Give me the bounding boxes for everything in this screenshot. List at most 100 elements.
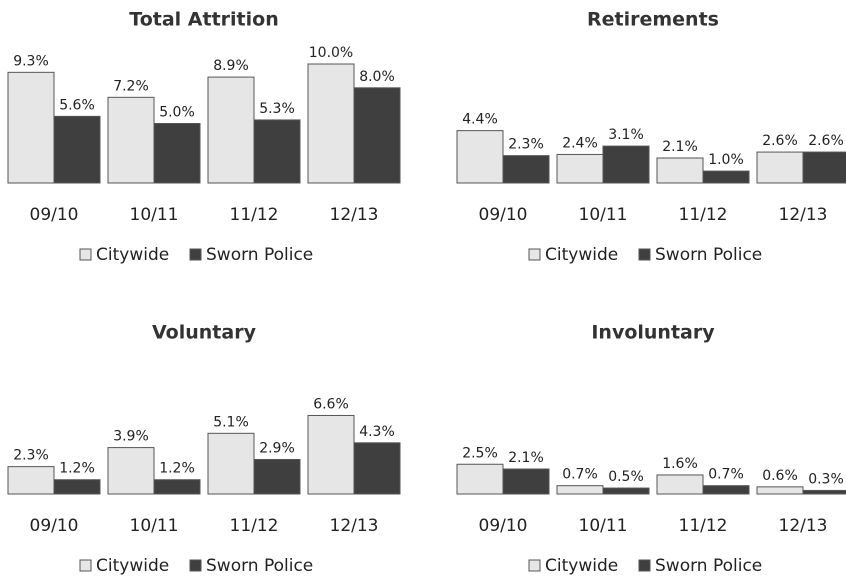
legend-swatch	[79, 248, 92, 261]
value-label: 2.4%	[562, 135, 598, 151]
bar	[253, 458, 301, 495]
x-tick-label: 10/11	[130, 205, 179, 225]
legend-label: Sworn Police	[655, 245, 762, 265]
chart-title: Involuntary	[591, 322, 715, 344]
bar	[153, 479, 201, 495]
legend-label: Sworn Police	[655, 556, 762, 576]
legend-swatch	[189, 248, 202, 261]
value-label: 2.3%	[13, 448, 49, 464]
legend-label: Sworn Police	[206, 556, 313, 576]
bar	[107, 447, 155, 495]
x-tick-label: 11/12	[230, 205, 279, 225]
bar	[756, 151, 804, 184]
value-label: 0.7%	[708, 467, 744, 483]
bar	[602, 145, 650, 184]
legend-swatch	[79, 559, 92, 572]
bar	[207, 76, 255, 184]
value-label: 4.3%	[359, 424, 395, 440]
legend-label: Citywide	[545, 245, 618, 265]
bar	[556, 153, 604, 184]
legend-label: Sworn Police	[206, 245, 313, 265]
value-label: 6.6%	[313, 396, 349, 412]
x-tick-label: 10/11	[579, 516, 628, 536]
value-label: 2.1%	[662, 139, 698, 155]
x-tick-label: 09/10	[479, 205, 528, 225]
bar	[802, 151, 846, 184]
bar	[53, 479, 101, 495]
legend-label: Citywide	[545, 556, 618, 576]
legend-label: Citywide	[96, 245, 169, 265]
x-tick-label: 12/13	[330, 516, 379, 536]
legend-label: Citywide	[96, 556, 169, 576]
x-tick-label: 09/10	[30, 516, 79, 536]
bar	[802, 489, 846, 495]
value-label: 0.6%	[762, 468, 798, 484]
bar	[456, 130, 504, 184]
legend-swatch	[638, 248, 651, 261]
chart-title: Retirements	[587, 9, 719, 31]
bar	[353, 87, 401, 184]
bar	[756, 486, 804, 495]
legend-swatch	[638, 559, 651, 572]
legend-swatch	[189, 559, 202, 572]
bar	[153, 123, 201, 184]
value-label: 2.6%	[762, 133, 798, 149]
value-label: 2.9%	[259, 440, 295, 456]
value-label: 1.2%	[159, 461, 195, 477]
value-label: 9.3%	[13, 53, 49, 69]
bar	[456, 463, 504, 495]
bar	[556, 485, 604, 495]
bar	[353, 442, 401, 495]
legend-swatch	[528, 248, 541, 261]
value-label: 5.6%	[59, 97, 95, 113]
value-label: 1.2%	[59, 461, 95, 477]
value-label: 0.5%	[608, 469, 644, 485]
bar	[253, 119, 301, 184]
value-label: 5.3%	[259, 101, 295, 117]
value-label: 3.1%	[608, 127, 644, 143]
value-label: 5.0%	[159, 105, 195, 121]
value-label: 8.0%	[359, 69, 395, 85]
value-label: 4.4%	[462, 112, 498, 128]
value-label: 1.0%	[708, 152, 744, 168]
bar	[702, 485, 750, 495]
bar	[656, 157, 704, 184]
bar	[502, 468, 550, 495]
bar	[307, 63, 355, 184]
bar	[502, 155, 550, 184]
chart-title: Total Attrition	[129, 9, 278, 31]
x-tick-label: 12/13	[779, 516, 828, 536]
value-label: 2.1%	[508, 450, 544, 466]
x-tick-label: 11/12	[679, 516, 728, 536]
value-label: 2.6%	[808, 133, 844, 149]
x-tick-label: 12/13	[779, 205, 828, 225]
value-label: 3.9%	[113, 429, 149, 445]
bar	[602, 487, 650, 495]
bar	[53, 115, 101, 184]
value-label: 0.7%	[562, 467, 598, 483]
x-tick-label: 11/12	[230, 516, 279, 536]
bar	[107, 96, 155, 184]
bar	[7, 466, 55, 495]
bar	[702, 170, 750, 184]
value-label: 7.2%	[113, 78, 149, 94]
value-label: 0.3%	[808, 471, 844, 487]
value-label: 8.9%	[213, 58, 249, 74]
legend-swatch	[528, 559, 541, 572]
x-tick-label: 12/13	[330, 205, 379, 225]
bar	[207, 432, 255, 495]
value-label: 2.3%	[508, 137, 544, 153]
value-label: 5.1%	[213, 414, 249, 430]
value-label: 10.0%	[309, 45, 353, 61]
bar	[307, 414, 355, 495]
x-tick-label: 09/10	[479, 516, 528, 536]
x-tick-label: 10/11	[130, 516, 179, 536]
bar	[656, 474, 704, 495]
x-tick-label: 09/10	[30, 205, 79, 225]
value-label: 1.6%	[662, 456, 698, 472]
value-label: 2.5%	[462, 445, 498, 461]
x-tick-label: 10/11	[579, 205, 628, 225]
chart-title: Voluntary	[152, 322, 257, 344]
x-tick-label: 11/12	[679, 205, 728, 225]
bar	[7, 71, 55, 184]
